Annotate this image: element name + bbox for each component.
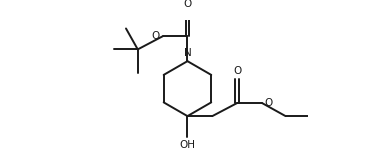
- Text: O: O: [152, 31, 160, 41]
- Text: O: O: [233, 66, 241, 76]
- Text: O: O: [184, 0, 192, 9]
- Text: O: O: [265, 98, 273, 108]
- Text: N: N: [184, 48, 191, 58]
- Text: OH: OH: [180, 140, 196, 150]
